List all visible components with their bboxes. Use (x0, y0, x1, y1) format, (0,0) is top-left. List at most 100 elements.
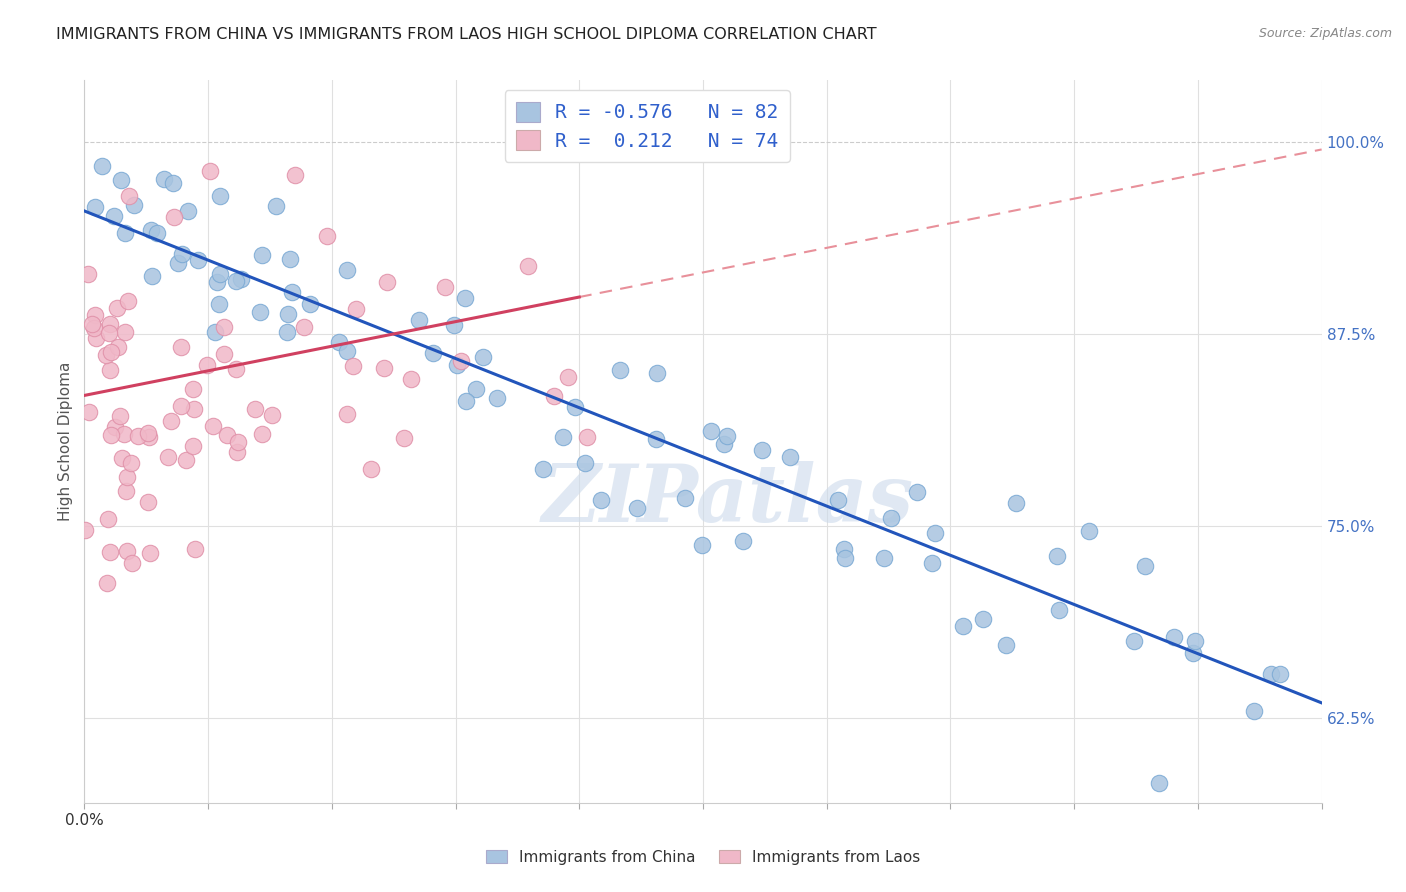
Point (208, 189, 231, 203)
Point (207, 275, 229, 289)
Point (245, 402, 267, 417)
Text: ZIPatlas: ZIPatlas (541, 460, 914, 538)
Point (252, 248, 274, 262)
Point (336, 407, 359, 421)
Point (110, 173, 132, 187)
Point (716, 429, 738, 443)
Point (264, 198, 287, 212)
Point (644, 433, 666, 447)
Point (360, 462, 382, 476)
Point (212, 347, 235, 361)
Point (141, 223, 163, 237)
Point (564, 400, 586, 414)
Point (153, 171, 176, 186)
Point (446, 358, 468, 372)
Point (344, 302, 367, 317)
Point (77, 268, 100, 282)
Point (84, 200, 107, 214)
Point (277, 307, 299, 321)
Point (157, 450, 180, 465)
Point (117, 293, 139, 308)
Point (433, 279, 456, 293)
Point (215, 428, 238, 442)
Point (181, 439, 204, 453)
Point (249, 305, 271, 319)
Point (225, 362, 247, 376)
Point (1182, 646, 1205, 660)
Point (114, 226, 136, 240)
Point (924, 525, 946, 540)
Point (972, 612, 994, 626)
Point (209, 267, 232, 281)
Point (472, 350, 495, 364)
Point (112, 427, 135, 442)
Point (751, 443, 773, 458)
Point (551, 430, 574, 444)
Point (315, 229, 337, 244)
Point (110, 409, 132, 424)
Point (146, 227, 169, 241)
Point (450, 354, 472, 368)
Point (98, 544, 121, 558)
Point (342, 359, 364, 373)
Point (456, 393, 478, 408)
Point (183, 541, 205, 556)
Point (700, 424, 723, 438)
Point (94, 348, 117, 362)
Point (591, 492, 613, 507)
Point (120, 456, 142, 470)
Point (1135, 558, 1157, 573)
Point (1163, 630, 1185, 644)
Point (204, 325, 226, 339)
Point (336, 344, 359, 359)
Point (576, 429, 599, 443)
Point (162, 176, 184, 190)
Point (557, 370, 579, 384)
Y-axis label: High School Diploma: High School Diploma (58, 362, 73, 521)
Point (170, 246, 193, 260)
Point (107, 340, 129, 354)
Point (73, 523, 96, 537)
Point (100, 345, 122, 359)
Point (373, 361, 395, 376)
Point (226, 435, 249, 450)
Point (127, 429, 149, 443)
Point (83, 321, 105, 335)
Point (100, 317, 122, 331)
Point (276, 325, 298, 339)
Point (98, 362, 121, 376)
Point (1047, 603, 1070, 617)
Point (1270, 666, 1292, 681)
Point (169, 400, 191, 414)
Point (1243, 704, 1265, 718)
Point (921, 556, 943, 570)
Point (250, 426, 273, 441)
Point (673, 491, 696, 506)
Point (907, 485, 929, 500)
Point (517, 259, 540, 273)
Point (574, 456, 596, 470)
Point (115, 483, 138, 498)
Point (328, 334, 350, 349)
Point (226, 445, 249, 459)
Point (163, 210, 186, 224)
Point (138, 425, 160, 440)
Point (827, 493, 849, 508)
Point (543, 389, 565, 403)
Point (198, 163, 221, 178)
Point (733, 533, 755, 548)
Point (187, 253, 209, 268)
Point (115, 543, 138, 558)
Point (138, 430, 160, 444)
Point (195, 358, 218, 372)
Point (82, 318, 104, 332)
Point (880, 511, 903, 525)
Point (375, 276, 398, 290)
Text: IMMIGRANTS FROM CHINA VS IMMIGRANTS FROM LAOS HIGH SCHOOL DIPLOMA CORRELATION CH: IMMIGRANTS FROM CHINA VS IMMIGRANTS FROM… (56, 27, 877, 42)
Point (834, 551, 856, 566)
Point (952, 619, 974, 633)
Point (394, 432, 416, 446)
Legend: Immigrants from China, Immigrants from Laos: Immigrants from China, Immigrants from L… (479, 844, 927, 871)
Point (1123, 634, 1146, 648)
Point (121, 556, 143, 570)
